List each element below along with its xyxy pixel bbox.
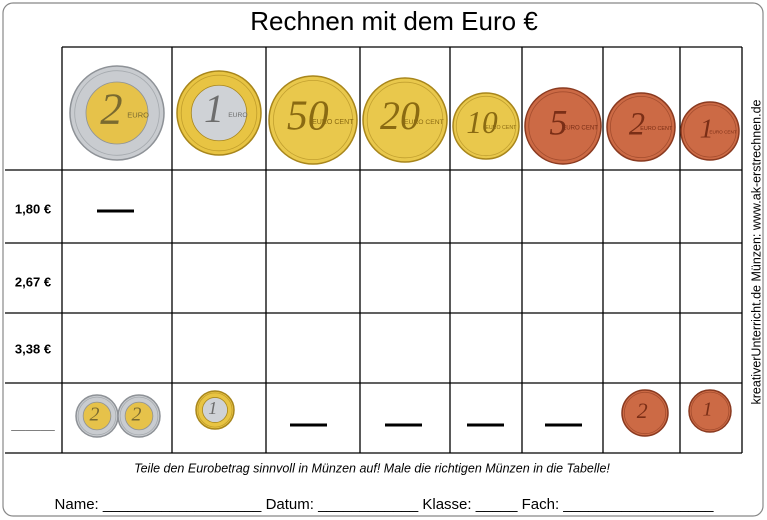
coin-body [524, 87, 602, 165]
coin-unit: EURO [228, 112, 247, 119]
row-label: 3,38 € [15, 341, 51, 356]
coin: 2 EURO [69, 65, 165, 161]
coin-unit: EURO CENT [485, 125, 517, 131]
coin: 1 EURO [176, 70, 262, 156]
coin-rim [623, 391, 667, 435]
coin-value: 10 [466, 105, 498, 140]
table-grid [5, 46, 743, 454]
coin-rim [455, 95, 517, 157]
coin-unit: EURO CENT [709, 130, 736, 135]
title: Rechnen mit dem Euro € [250, 6, 538, 36]
coin: 2 [75, 394, 119, 438]
coin-rim [74, 70, 160, 156]
coin-body [606, 92, 676, 162]
coin-rim [197, 392, 233, 428]
coin-value: 2 [100, 83, 122, 133]
coin-value: 1 [204, 86, 224, 131]
coin-value: 2 [637, 399, 648, 423]
coin-body [452, 92, 520, 160]
coin-rim [77, 396, 117, 436]
coin-rim [366, 81, 444, 159]
coin-rim [272, 80, 353, 160]
coin-core [190, 84, 248, 142]
side-note: kreativerUnterricht.de Münzen: www.ak-er… [749, 99, 763, 404]
row-label: ______ [10, 417, 55, 432]
coin-value: 5 [549, 102, 567, 142]
coin: 2 [621, 389, 669, 437]
coin-rim [528, 91, 598, 161]
row-label: 2,67 € [15, 274, 51, 289]
coin-body [688, 389, 732, 433]
coin-body [621, 389, 669, 437]
coin-rim [690, 391, 730, 431]
coin-value: 2 [131, 404, 141, 426]
coin-value: 1 [208, 398, 217, 418]
row-label: 1,80 € [15, 201, 51, 216]
coin-rim [683, 104, 737, 158]
coin-rim [180, 74, 258, 152]
coin-core [124, 401, 154, 431]
coin-body [680, 101, 740, 161]
answer-blanks [97, 209, 582, 427]
coin-body [268, 75, 358, 165]
coin-unit: EURO CENT [404, 119, 444, 126]
instruction: Teile den Eurobetrag sinnvoll in Münzen … [134, 461, 610, 475]
coin-value: 50 [287, 94, 329, 140]
coin-unit: EURO CENT [312, 119, 354, 126]
coin-unit: EURO [127, 110, 149, 119]
coin-value: 1 [702, 399, 712, 421]
coin-core [202, 397, 228, 423]
coin-core [85, 81, 149, 145]
coin-unit: EURO CENT [562, 125, 598, 132]
coin-body [362, 77, 448, 163]
coin-core [82, 401, 112, 431]
coin-value: 1 [700, 112, 714, 143]
coin: 1 [195, 390, 235, 430]
coin-rim [119, 396, 159, 436]
coin-value: 2 [89, 404, 99, 426]
coin-rim [610, 96, 673, 159]
coin-unit: EURO CENT [640, 126, 673, 132]
coin: 2 [117, 394, 161, 438]
coin-value: 20 [380, 93, 420, 138]
coin-value: 2 [629, 105, 645, 141]
coin: 1 [688, 389, 732, 433]
form-line: Name: ___________________ Datum: _______… [55, 496, 715, 513]
